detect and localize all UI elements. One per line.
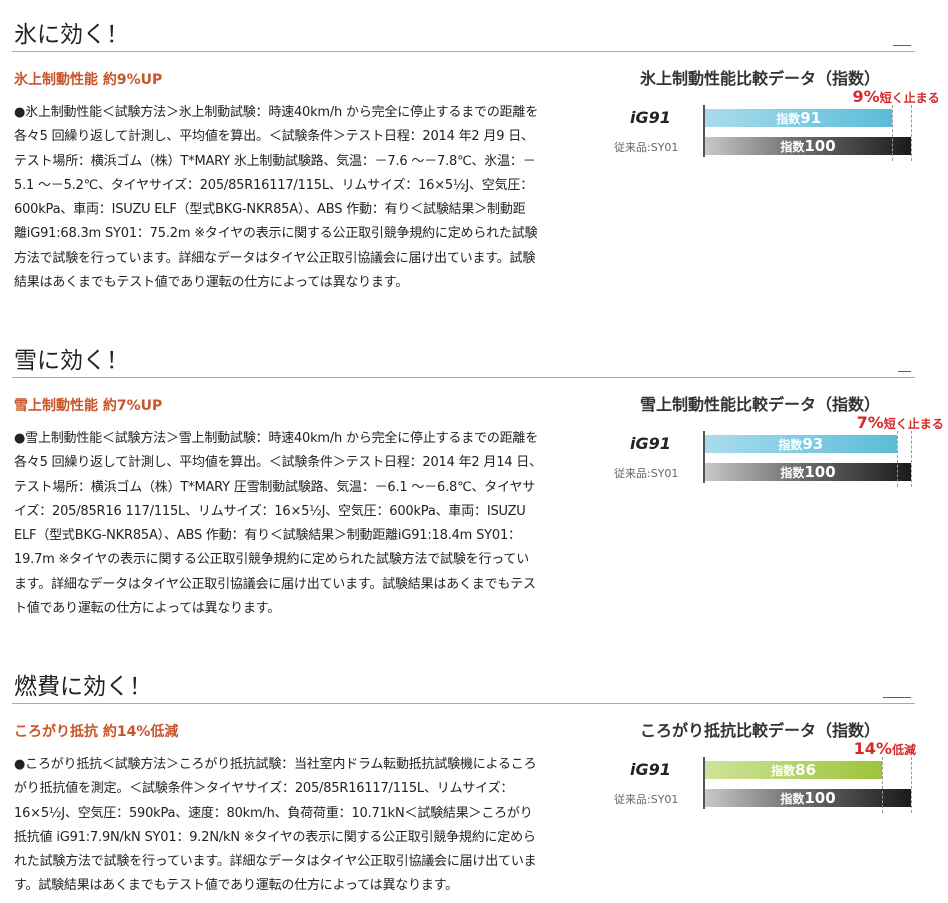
divider	[12, 377, 915, 378]
bar-old: 指数100	[705, 137, 911, 155]
chart-title: 雪上制動性能比較データ（指数）	[639, 395, 880, 414]
label-new: iG91	[630, 760, 671, 779]
body-line: ●ころがり抵抗＜試験方法＞ころがり抵抗試験：当社室内ドラム転動抵抗試験機によるこ…	[14, 757, 537, 772]
bar-old-value: 100	[804, 137, 836, 155]
section-title: 雪に効く！	[14, 348, 129, 374]
body-line: れた試験方法で試験を行っています。詳細なデータはタイヤ公正取引協議会に届け出てい…	[14, 854, 537, 870]
section-title: 燃費に効く！	[14, 674, 152, 700]
bar-new-value: 86	[795, 761, 817, 779]
diff-arrow	[893, 45, 911, 46]
body-line: す。試験結果はあくまでもテスト値であり運転の仕方によっては異なります。	[14, 878, 458, 894]
body-line: 離iG91:68.3m SY01：75.2m ※タイヤの表示に関する公正取引競争…	[14, 226, 538, 242]
body-line: 5.1 ～－5.2℃、タイヤサイズ：205/85R16117/115L、リムサイ…	[14, 177, 534, 193]
diff-annotation: 7%短く止まる	[856, 413, 944, 432]
body-line: ます。詳細なデータはタイヤ公正取引協議会に届け出ています。試験結果はあくまでもテ…	[14, 576, 536, 592]
guide-line	[882, 757, 884, 813]
label-old: 従来品:SY01	[614, 141, 679, 154]
diff-value: 9%	[852, 87, 880, 106]
diff-text: 短く止まる	[883, 417, 944, 431]
body-line: 各々5 回繰り返して計測し、平均値を算出。＜試験条件＞テスト日程：2014 年2…	[14, 129, 534, 145]
bar-new-value: 93	[802, 435, 824, 453]
diff-text: 低減	[891, 743, 916, 757]
section-title: 氷に効く！	[14, 22, 129, 48]
body-line: 19.7m ※タイヤの表示に関する公正取引競争規約に定められた試験方法で試験を行…	[14, 552, 529, 568]
body-line: テスト場所：横浜ゴム（株）T*MARY 氷上制動試験路、気温：－7.6 ～－7.…	[14, 153, 536, 169]
bar-old: 指数100	[705, 463, 911, 481]
bar-new: 指数86	[705, 761, 883, 779]
body-line: 16×5½J、空気圧：590kPa、速度：80km/h、負荷荷重：10.71kN…	[14, 805, 533, 821]
guide-line	[911, 757, 912, 813]
bar-old: 指数100	[705, 789, 911, 807]
axis	[703, 105, 705, 157]
section-body: ●氷上制動性能＜試験方法＞氷上制動試験：時速40km/h から完全に停止するまで…	[14, 101, 614, 295]
section-subtitle: 氷上制動性能 約9%UP	[14, 72, 163, 88]
body-line: ●雪上制動性能＜試験方法＞雪上制動試験：時速40km/h から完全に停止するまで…	[14, 431, 539, 446]
guide-line	[892, 105, 894, 161]
label-old: 従来品:SY01	[614, 467, 679, 480]
diff-annotation: 9%短く止まる	[852, 87, 939, 106]
body-line: テスト場所：横浜ゴム（株）T*MARY 圧雪制動試験路、気温：－6.1 ～－6.…	[14, 479, 536, 495]
comparison-chart: 雪上制動性能比較データ（指数） 7%短く止まる iG91 従来品:SY01 指数…	[612, 371, 944, 501]
label-new: iG91	[630, 434, 671, 453]
divider	[12, 703, 915, 704]
section-body: ●雪上制動性能＜試験方法＞雪上制動試験：時速40km/h から完全に停止するまで…	[14, 427, 614, 621]
axis	[703, 757, 705, 809]
section-subtitle: ころがり抵抗 約14%低減	[14, 724, 179, 740]
body-line: 抵抗値 iG91:7.9N/kN SY01：9.2N/kN ※タイヤの表示に関す…	[14, 829, 536, 845]
guide-line	[896, 431, 898, 487]
body-line: 各々5 回繰り返して計測し、平均値を算出。＜試験条件＞テスト日程：2014 年2…	[14, 455, 542, 471]
diff-value: 14%	[853, 739, 892, 758]
section-body: ●ころがり抵抗＜試験方法＞ころがり抵抗試験：当社室内ドラム転動抵抗試験機によるこ…	[14, 753, 614, 899]
body-line: ●氷上制動性能＜試験方法＞氷上制動試験：時速40km/h から完全に停止するまで…	[14, 105, 539, 120]
bar-old-value: 100	[804, 463, 836, 481]
body-line: ト値であり運転の仕方によっては異なります。	[14, 601, 281, 617]
body-line: がり抵抗値を測定。＜試験条件＞タイヤサイズ：205/85R16117/115L、…	[14, 781, 514, 797]
comparison-chart: ころがり抵抗比較データ（指数） 14%低減 iG91 従来品:SY01 指数86…	[612, 697, 922, 827]
label-old: 従来品:SY01	[614, 793, 679, 806]
diff-arrow	[883, 697, 911, 698]
bar-old-value: 100	[804, 789, 836, 807]
guide-line	[911, 105, 912, 161]
bar-new-value: 91	[800, 109, 822, 127]
guide-line	[911, 431, 912, 487]
body-line: 600kPa、車両：ISUZU ELF（型式BKG-NKR85A）、ABS 作動…	[14, 202, 526, 218]
chart-title: ころがり抵抗比較データ（指数）	[639, 721, 880, 740]
bar-new: 指数91	[705, 109, 893, 127]
body-line: 結果はあくまでもテスト値であり運転の仕方によっては異なります。	[14, 275, 409, 291]
diff-text: 短く止まる	[879, 91, 940, 105]
axis	[703, 431, 705, 483]
label-new: iG91	[630, 108, 671, 127]
comparison-chart: 氷上制動性能比較データ（指数） 9%短く止まる iG91 従来品:SY01 指数…	[612, 45, 940, 175]
bar-new: 指数93	[705, 435, 897, 453]
chart-title: 氷上制動性能比較データ（指数）	[639, 69, 880, 88]
diff-annotation: 14%低減	[842, 739, 916, 758]
body-line: イズ：205/85R16 117/115L、リムサイズ：16×5½J、空気圧：6…	[14, 503, 526, 519]
divider	[12, 51, 915, 52]
body-line: ELF（型式BKG-NKR85A）、ABS 作動：有り＜試験結果＞制動距離iG9…	[14, 528, 521, 544]
diff-value: 7%	[856, 413, 884, 432]
section-subtitle: 雪上制動性能 約7%UP	[14, 398, 163, 414]
diff-arrow	[897, 371, 911, 372]
body-line: 方法で試験を行っています。詳細なデータはタイヤ公正取引協議会に届け出ています。試…	[14, 250, 536, 266]
